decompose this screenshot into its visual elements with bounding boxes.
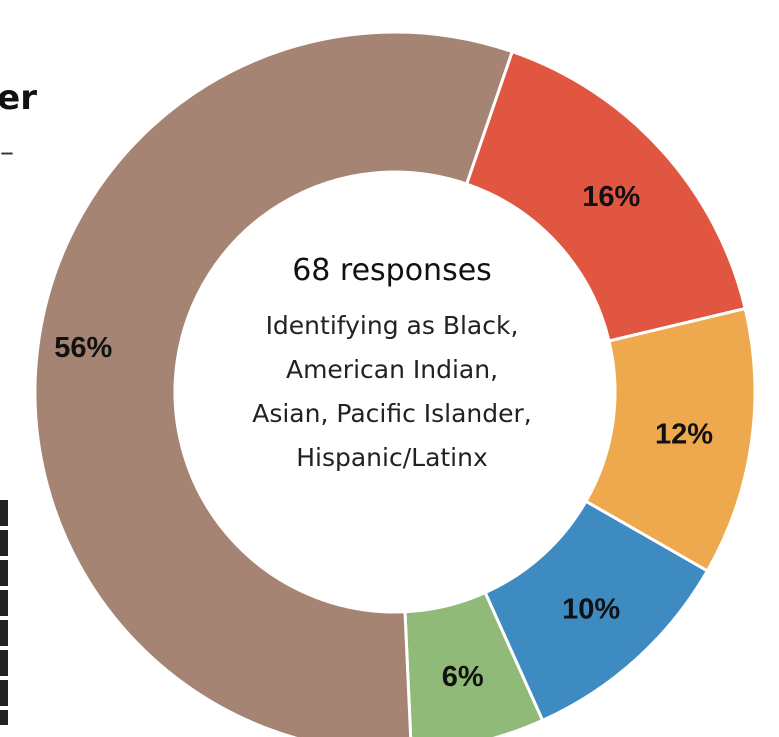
center-subtitle-line-4: Hispanic/Latinx	[296, 443, 488, 472]
slice-16pct	[464, 49, 748, 343]
cropped-bar-marks	[0, 500, 8, 725]
center-subtitle-line-2: American Indian,	[286, 355, 498, 384]
slice-6pct	[403, 590, 545, 737]
cropped-text-fragment: –	[0, 135, 14, 168]
slice-label-12pct: 12%	[655, 419, 713, 451]
slice-labels: 16% 12% 10% 6% 56%	[54, 181, 713, 693]
slice-label-6pct: 6%	[442, 661, 484, 693]
center-title: 68 responses	[292, 253, 492, 288]
slice-label-10pct: 10%	[562, 593, 620, 625]
donut-slices	[33, 30, 757, 737]
slice-label-56pct: 56%	[54, 332, 112, 364]
center-subtitle-line-3: Asian, Pacific Islander,	[252, 399, 532, 428]
cropped-heading-fragment: er	[0, 78, 37, 118]
center-subtitle-line-1: Identifying as Black,	[266, 311, 519, 340]
center-text: 68 responses Identifying as Black, Ameri…	[252, 253, 532, 472]
slice-56pct	[33, 30, 515, 737]
slice-label-16pct: 16%	[582, 181, 640, 213]
